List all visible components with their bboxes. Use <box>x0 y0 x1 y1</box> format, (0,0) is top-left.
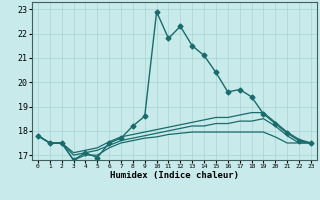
X-axis label: Humidex (Indice chaleur): Humidex (Indice chaleur) <box>110 171 239 180</box>
